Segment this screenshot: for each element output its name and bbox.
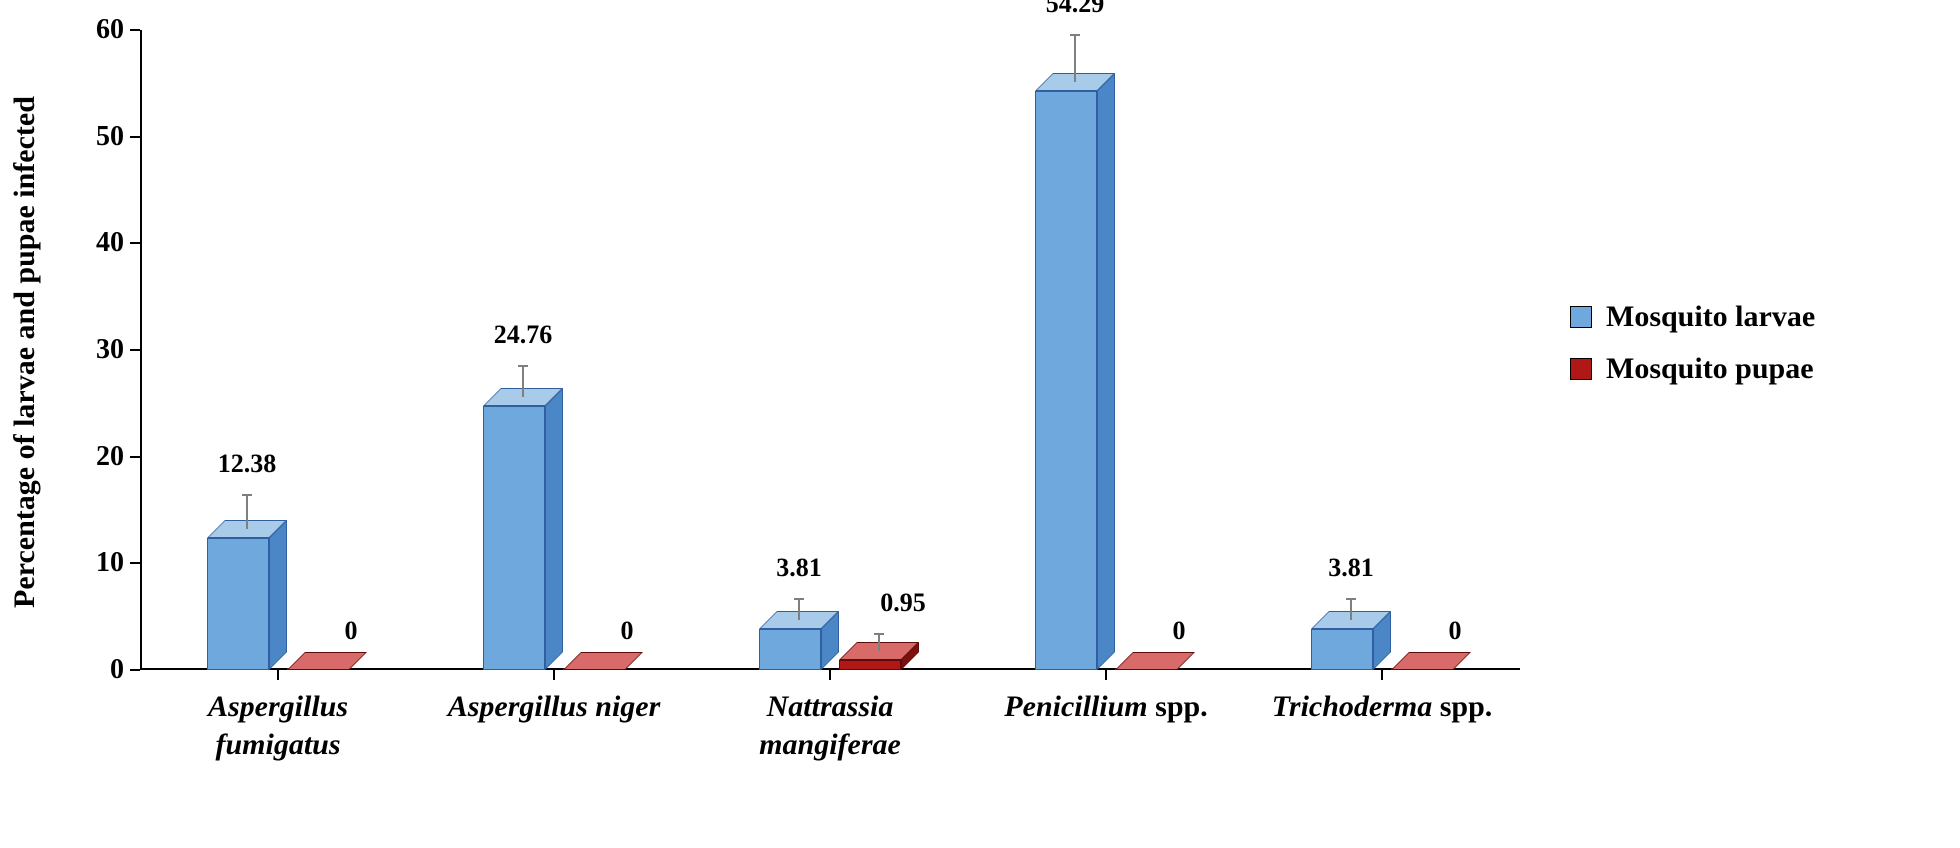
error-bar bbox=[522, 365, 524, 397]
legend: Mosquito larvae Mosquito pupae bbox=[1570, 300, 1815, 404]
error-bar bbox=[798, 598, 800, 620]
bar bbox=[759, 629, 821, 670]
plot-area: 0102030405060Aspergillus fumigatus12.380… bbox=[140, 30, 1520, 670]
legend-swatch bbox=[1570, 358, 1592, 380]
bar-value-label: 24.76 bbox=[494, 320, 553, 350]
bar-value-label: 0.95 bbox=[880, 588, 926, 618]
error-bar bbox=[1074, 34, 1076, 82]
bar-value-label: 3.81 bbox=[776, 553, 822, 583]
bar-value-label: 0 bbox=[345, 616, 358, 646]
bar-value-label: 12.38 bbox=[218, 449, 277, 479]
legend-item: Mosquito pupae bbox=[1570, 352, 1815, 386]
bar-value-label: 0 bbox=[1173, 616, 1186, 646]
x-category-label: Aspergillus niger bbox=[424, 670, 684, 726]
legend-label: Mosquito pupae bbox=[1606, 352, 1814, 386]
x-category-label: Aspergillus fumigatus bbox=[148, 670, 408, 763]
x-category-label: Penicillium spp. bbox=[976, 670, 1236, 726]
error-bar bbox=[878, 633, 880, 651]
y-tick-label: 30 bbox=[96, 334, 140, 366]
x-category-label: Trichoderma spp. bbox=[1252, 670, 1512, 726]
y-tick-label: 60 bbox=[96, 14, 140, 46]
y-axis-title: Percentage of larvae and pupae infected bbox=[8, 32, 42, 672]
y-tick-label: 50 bbox=[96, 121, 140, 153]
bar bbox=[839, 660, 901, 670]
bar bbox=[1035, 91, 1097, 670]
bar bbox=[207, 538, 269, 670]
bar-value-label: 54.29 bbox=[1046, 0, 1105, 19]
bar-value-label: 3.81 bbox=[1328, 553, 1374, 583]
error-bar bbox=[246, 494, 248, 529]
y-tick-label: 20 bbox=[96, 441, 140, 473]
y-tick-label: 0 bbox=[110, 654, 140, 686]
bar-value-label: 0 bbox=[621, 616, 634, 646]
bar-value-label: 0 bbox=[1449, 616, 1462, 646]
bar bbox=[483, 406, 545, 670]
y-tick-label: 10 bbox=[96, 547, 140, 579]
legend-swatch bbox=[1570, 306, 1592, 328]
chart-container: Percentage of larvae and pupae infected … bbox=[0, 0, 1960, 848]
legend-label: Mosquito larvae bbox=[1606, 300, 1815, 334]
error-bar bbox=[1350, 598, 1352, 620]
bar bbox=[1311, 629, 1373, 670]
y-axis-line bbox=[140, 30, 142, 670]
x-category-label: Nattrassia mangiferae bbox=[700, 670, 960, 763]
legend-item: Mosquito larvae bbox=[1570, 300, 1815, 334]
y-tick-label: 40 bbox=[96, 227, 140, 259]
